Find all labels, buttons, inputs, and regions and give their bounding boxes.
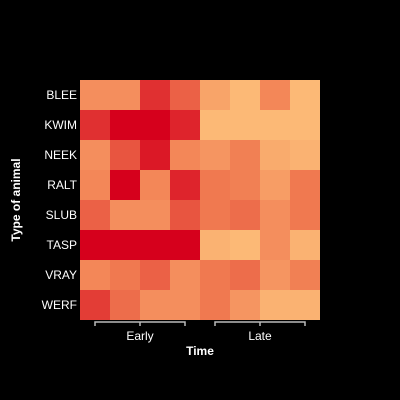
- heatmap-cell-werf-3: [140, 290, 170, 320]
- heatmap-cell-vray-6: [230, 260, 260, 290]
- heatmap-cell-werf-4: [170, 290, 200, 320]
- heatmap-cell-slub-1: [80, 200, 110, 230]
- heatmap-cell-ralt-6: [230, 170, 260, 200]
- heatmap-cell-slub-4: [170, 200, 200, 230]
- heatmap-cell-blee-7: [260, 80, 290, 110]
- row-label-werf: WERF: [42, 298, 77, 312]
- row-label-kwim: KWIM: [44, 118, 77, 132]
- y-axis-title: Type of animal: [9, 158, 23, 241]
- heatmap-cell-neek-4: [170, 140, 200, 170]
- heatmap-cell-slub-3: [140, 200, 170, 230]
- heatmap-cell-blee-6: [230, 80, 260, 110]
- heatmap-cell-werf-1: [80, 290, 110, 320]
- heatmap-cell-kwim-1: [80, 110, 110, 140]
- heatmap-cell-tasp-3: [140, 230, 170, 260]
- heatmap-cell-blee-5: [200, 80, 230, 110]
- heatmap-cell-neek-7: [260, 140, 290, 170]
- heatmap-cell-ralt-3: [140, 170, 170, 200]
- heatmap-cell-tasp-6: [230, 230, 260, 260]
- heatmap-cell-kwim-6: [230, 110, 260, 140]
- heatmap-cell-neek-6: [230, 140, 260, 170]
- heatmap-cell-vray-3: [140, 260, 170, 290]
- heatmap-cell-kwim-8: [290, 110, 320, 140]
- row-label-slub: SLUB: [46, 208, 77, 222]
- heatmap-cell-werf-2: [110, 290, 140, 320]
- heatmap-cell-ralt-4: [170, 170, 200, 200]
- heatmap-cell-vray-8: [290, 260, 320, 290]
- heatmap-cell-tasp-5: [200, 230, 230, 260]
- heatmap-cell-kwim-5: [200, 110, 230, 140]
- heatmap-cell-blee-8: [290, 80, 320, 110]
- heatmap-cell-blee-4: [170, 80, 200, 110]
- heatmap-cell-tasp-2: [110, 230, 140, 260]
- heatmap-cell-slub-8: [290, 200, 320, 230]
- heatmap-cell-tasp-8: [290, 230, 320, 260]
- heatmap-cell-werf-5: [200, 290, 230, 320]
- row-label-vray: VRAY: [45, 268, 77, 282]
- heatmap-cell-slub-5: [200, 200, 230, 230]
- heatmap-cell-neek-8: [290, 140, 320, 170]
- heatmap-cell-ralt-7: [260, 170, 290, 200]
- heatmap-cell-vray-4: [170, 260, 200, 290]
- heatmap-cells: [80, 80, 320, 320]
- row-label-ralt: RALT: [47, 178, 77, 192]
- heatmap-cell-kwim-2: [110, 110, 140, 140]
- heatmap-cell-slub-6: [230, 200, 260, 230]
- heatmap-cell-neek-3: [140, 140, 170, 170]
- heatmap-cell-tasp-4: [170, 230, 200, 260]
- heatmap-cell-ralt-5: [200, 170, 230, 200]
- heatmap-cell-werf-8: [290, 290, 320, 320]
- row-label-blee: BLEE: [46, 88, 77, 102]
- heatmap-cell-ralt-1: [80, 170, 110, 200]
- heatmap-cell-werf-6: [230, 290, 260, 320]
- heatmap-cell-tasp-7: [260, 230, 290, 260]
- heatmap-cell-slub-7: [260, 200, 290, 230]
- heatmap-cell-tasp-1: [80, 230, 110, 260]
- heatmap-cell-kwim-7: [260, 110, 290, 140]
- heatmap-cell-neek-1: [80, 140, 110, 170]
- heatmap-cell-neek-5: [200, 140, 230, 170]
- heatmap-cell-ralt-2: [110, 170, 140, 200]
- x-axis-title: Time: [186, 344, 214, 358]
- row-label-tasp: TASP: [47, 238, 77, 252]
- group-label-early: Early: [126, 329, 153, 343]
- heatmap-cell-ralt-8: [290, 170, 320, 200]
- heatmap-cell-neek-2: [110, 140, 140, 170]
- heatmap-cell-kwim-4: [170, 110, 200, 140]
- row-labels: BLEE KWIM NEEK RALT SLUB TASP VRAY WERF: [42, 88, 78, 312]
- heatmap-cell-vray-1: [80, 260, 110, 290]
- heatmap-cell-blee-1: [80, 80, 110, 110]
- heatmap-cell-blee-3: [140, 80, 170, 110]
- heatmap-cell-slub-2: [110, 200, 140, 230]
- heatmap-cell-vray-7: [260, 260, 290, 290]
- group-label-late: Late: [248, 329, 272, 343]
- group-brackets: Early Late: [94, 321, 306, 343]
- row-label-neek: NEEK: [44, 148, 77, 162]
- heatmap-cell-blee-2: [110, 80, 140, 110]
- heatmap-cell-kwim-3: [140, 110, 170, 140]
- heatmap-cell-werf-7: [260, 290, 290, 320]
- heatmap-cell-vray-2: [110, 260, 140, 290]
- heatmap-cell-vray-5: [200, 260, 230, 290]
